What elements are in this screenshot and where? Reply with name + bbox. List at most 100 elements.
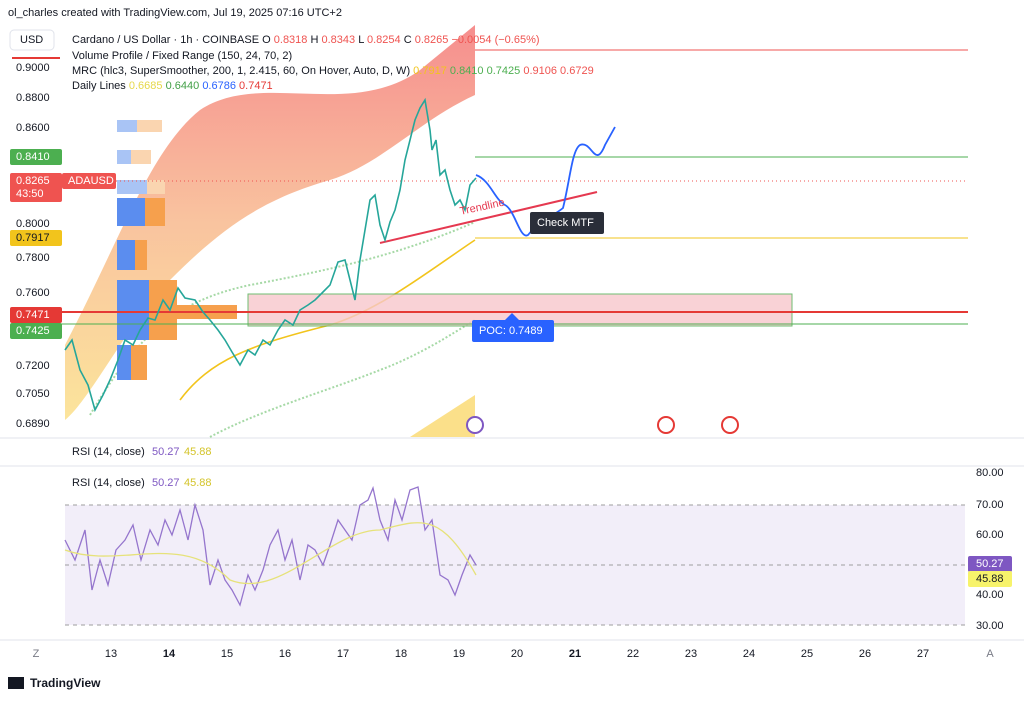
credit: ol_charles created with TradingView.com,…: [8, 7, 342, 19]
price-label: 0.7200: [16, 360, 50, 372]
price-candles: [64, 97, 477, 413]
indicator-value: 0.9106: [523, 65, 557, 77]
rsi-value: 50.27: [152, 477, 180, 489]
time-label: 16: [279, 648, 291, 660]
indicator-value: 0.7471: [239, 80, 273, 92]
rsi-name: RSI (14, close): [72, 477, 145, 489]
price-tag: 0.8265: [16, 175, 50, 187]
brand: TradingView: [30, 676, 101, 690]
rsi-tag-bg: [968, 571, 1012, 587]
time-label: 20: [511, 648, 523, 660]
price-tag-bg: [10, 307, 62, 323]
change: −0.0054 (−0.65%): [451, 34, 539, 46]
currency-button[interactable]: [9, 29, 55, 51]
rsi-tag: 45.88: [976, 573, 1004, 585]
indicator-value: 0.6786: [202, 80, 236, 92]
time-label: 27: [917, 648, 929, 660]
axis-button[interactable]: Z: [33, 648, 40, 660]
rsi-legend: RSI (14, close) 50.27 45.88 RSI (14, close)…: [72, 446, 1012, 632]
volume-profile: [117, 120, 237, 380]
indicator-name: Daily Lines: [72, 80, 126, 92]
ohlc-label: O: [262, 34, 271, 46]
indicator-value: 0.8410: [450, 65, 484, 77]
ohlc-label: L: [358, 34, 364, 46]
time-label: 17: [337, 648, 349, 660]
price-tag-bg: [10, 323, 62, 339]
legend: Cardano / US Dollar · 1h · COINBASE O 0.…: [72, 34, 594, 92]
ohlc-label: H: [310, 34, 318, 46]
price-tag: 0.7917: [16, 232, 50, 244]
legend-row: Cardano / US Dollar · 1h · COINBASE O 0.…: [72, 34, 540, 46]
legend-row: Volume Profile / Fixed Range (150, 24, 7…: [72, 50, 292, 62]
indicator-value: 0.6685: [129, 80, 163, 92]
indicator-value: 0.7425: [487, 65, 521, 77]
price-label: 0.8000: [16, 218, 50, 230]
price-tag: 0.7471: [16, 309, 50, 321]
price-label: 0.7600: [16, 287, 50, 299]
indicator-name: MRC (hlc3, SuperSmoother, 200, 1, 2.415,…: [72, 65, 410, 77]
note-box: [530, 212, 604, 234]
rsi-axis-label: 70.00: [976, 499, 1004, 511]
time-label: 22: [627, 648, 639, 660]
mrc-band-lower: [410, 395, 475, 437]
poc-label: POC: 0.7489: [479, 325, 543, 337]
mrc-band: [65, 25, 475, 420]
rsi-ma: [64, 522, 477, 585]
rsi-axis-label: 40.00: [976, 589, 1004, 601]
rsi-axis-label: 30.00: [976, 620, 1004, 632]
time-label: 21: [569, 648, 581, 660]
ohlc-label: C: [404, 34, 412, 46]
axis-button[interactable]: A: [986, 648, 994, 660]
price-tag-bg: [10, 186, 62, 202]
price-label: 0.7800: [16, 252, 50, 264]
indicator-name: Volume Profile / Fixed Range (150, 24, 7…: [72, 50, 292, 62]
rsi-value: 50.27: [152, 446, 180, 458]
rsi-name: RSI (14, close): [72, 446, 145, 458]
poc-pointer: [505, 313, 519, 320]
mrc-lower-outer: [209, 319, 476, 438]
time-label: 23: [685, 648, 697, 660]
event-icon[interactable]: [466, 416, 484, 434]
price-axis: 0.9000 0.8800 0.8600 0.8000 0.7800 0.7600 0.72…: [16, 62, 50, 430]
indicator-value: 0.7917: [413, 65, 447, 77]
rsi-tag-bg: [968, 556, 1012, 572]
rsi-tag: 50.27: [976, 558, 1004, 570]
price-tag-bg: [62, 173, 116, 189]
price-tag: 0.8410: [16, 151, 50, 163]
event-icon[interactable]: [657, 416, 675, 434]
ohlc-value: 0.8318: [274, 34, 308, 46]
price-label: 0.6890: [16, 418, 50, 430]
price-label: 0.9000: [16, 62, 50, 74]
time-label: 14: [163, 648, 176, 660]
price-tag-bg: [10, 173, 62, 189]
rsi-value: 45.88: [184, 446, 212, 458]
currency-label: USD: [20, 34, 43, 46]
price-tag: 43:50: [16, 188, 44, 200]
note-text: Check MTF: [537, 217, 594, 229]
symbol: Cardano / US Dollar · 1h · COINBASE: [72, 34, 259, 46]
price-label: 0.7050: [16, 388, 50, 400]
poc-box: [472, 320, 554, 342]
ohlc-value: 0.8343: [322, 34, 356, 46]
price-label: 0.8600: [16, 122, 50, 134]
time-label: 13: [105, 648, 117, 660]
event-icon[interactable]: [721, 416, 739, 434]
price-tag: 0.7425: [16, 325, 50, 337]
time-label: 26: [859, 648, 871, 660]
indicator-value: 0.6729: [560, 65, 594, 77]
time-label: 25: [801, 648, 813, 660]
time-label: 18: [395, 648, 407, 660]
time-axis: 13 14 15 16 17 18 19 20 21 22 23 24 25 26 27 Z A: [33, 648, 995, 660]
price-label: 0.8800: [16, 92, 50, 104]
time-label: 24: [743, 648, 755, 660]
time-label: 15: [221, 648, 233, 660]
price-tag-bg: [10, 230, 62, 246]
price-tag: ADAUSD: [68, 175, 114, 187]
ohlc-value: 0.8265: [415, 34, 449, 46]
time-label: 19: [453, 648, 465, 660]
trendline: [379, 191, 598, 244]
rsi-axis-label: 80.00: [976, 467, 1004, 479]
